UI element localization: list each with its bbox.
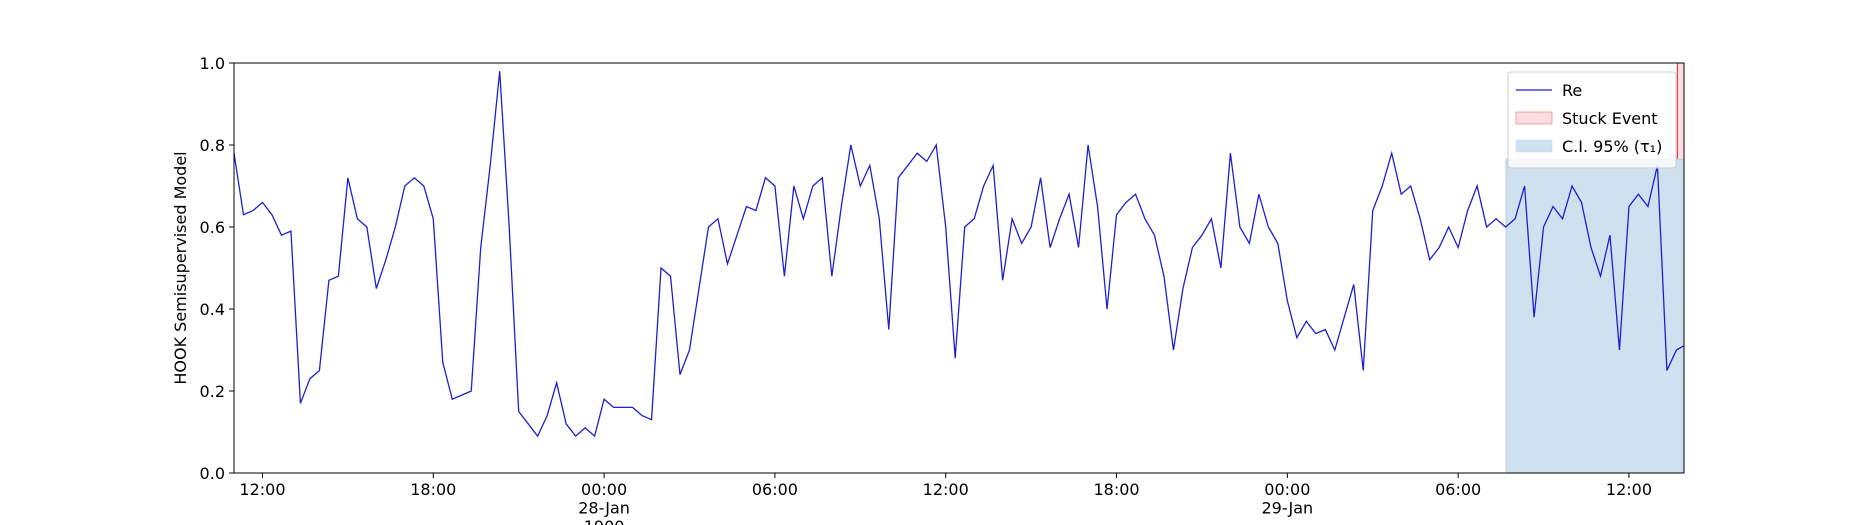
line [233,71,1684,438]
x-tick-label: 18:00 [1093,480,1139,499]
y-tick-label: 0.0 [200,464,225,483]
y-tick-label: 0.6 [200,218,225,237]
x-tick-label: 12:00 [239,480,285,499]
x-tick-label: 18:00 [410,480,456,499]
plot-frame [233,62,1685,474]
x-tick-label: 00:00 29-Jan [1261,480,1313,517]
shaded-region [1505,158,1685,474]
y-tick-label: 0.8 [200,136,225,155]
y-tick-label: 0.4 [200,300,225,319]
x-tick-label: 06:00 [752,480,798,499]
legend-label: Re [1562,81,1582,100]
legend-label: Stuck Event [1562,109,1658,128]
legend-swatch [1515,111,1553,125]
y-axis-label: HOOK Semisupervised Model [171,151,190,384]
x-tick-label: 06:00 [1435,480,1481,499]
y-tick-label: 0.2 [200,382,225,401]
x-tick-label: 12:00 [1606,480,1652,499]
y-tick-label: 1.0 [200,54,225,73]
x-tick-label: 12:00 [923,480,969,499]
legend-label: C.I. 95% (τ₁) [1562,137,1662,156]
legend-swatch [1515,139,1553,153]
